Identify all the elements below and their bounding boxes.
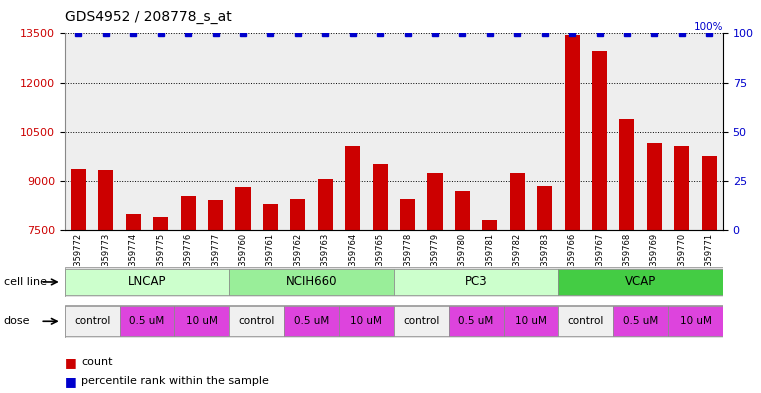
Bar [373,164,387,230]
Bar [126,213,141,230]
Bar [393,269,559,295]
Bar [229,269,394,295]
Text: PC3: PC3 [465,275,487,288]
Bar [174,306,229,336]
Bar [263,204,278,230]
Bar [537,185,552,230]
Bar [674,146,689,230]
Text: 10 uM: 10 uM [186,316,218,326]
Text: ■: ■ [65,356,76,369]
Bar [71,169,86,230]
Bar [153,217,168,230]
Text: percentile rank within the sample: percentile rank within the sample [81,376,269,386]
Text: GDS4952 / 208778_s_at: GDS4952 / 208778_s_at [65,10,231,24]
Text: count: count [81,357,113,367]
Bar [428,173,442,230]
Text: 0.5 uM: 0.5 uM [623,316,658,326]
Bar [449,306,504,336]
Bar [702,156,717,230]
Bar [119,306,174,336]
Bar [65,306,119,336]
Text: 0.5 uM: 0.5 uM [129,316,164,326]
Text: 10 uM: 10 uM [515,316,547,326]
Text: VCAP: VCAP [625,275,656,288]
Bar [229,306,284,336]
Bar [393,306,449,336]
Text: ■: ■ [65,375,76,388]
Bar [619,119,635,230]
Bar [565,35,580,230]
Bar [559,306,613,336]
Text: control: control [238,316,275,326]
Text: control: control [568,316,604,326]
Bar [613,306,668,336]
Bar [65,269,229,295]
Text: 100%: 100% [693,22,723,32]
Text: cell line: cell line [4,277,47,287]
Bar [647,143,662,230]
Bar [559,269,723,295]
Bar [455,191,470,230]
Bar [180,195,196,230]
Bar [504,306,559,336]
Bar [400,199,415,230]
Bar [235,187,250,230]
Bar [482,220,498,230]
Bar [98,170,113,230]
Text: control: control [74,316,110,326]
Text: LNCAP: LNCAP [128,275,166,288]
Text: NCIH660: NCIH660 [286,275,337,288]
Bar [290,199,305,230]
Bar [208,200,223,230]
Bar [339,306,393,336]
Text: dose: dose [4,316,30,326]
Bar [284,306,339,336]
Text: control: control [403,316,439,326]
Bar [592,51,607,230]
Text: 10 uM: 10 uM [351,316,382,326]
Text: 0.5 uM: 0.5 uM [458,316,494,326]
Bar [345,146,360,230]
Bar [668,306,723,336]
Bar [510,173,525,230]
Bar [317,179,333,230]
Text: 0.5 uM: 0.5 uM [294,316,330,326]
Text: 10 uM: 10 uM [680,316,712,326]
